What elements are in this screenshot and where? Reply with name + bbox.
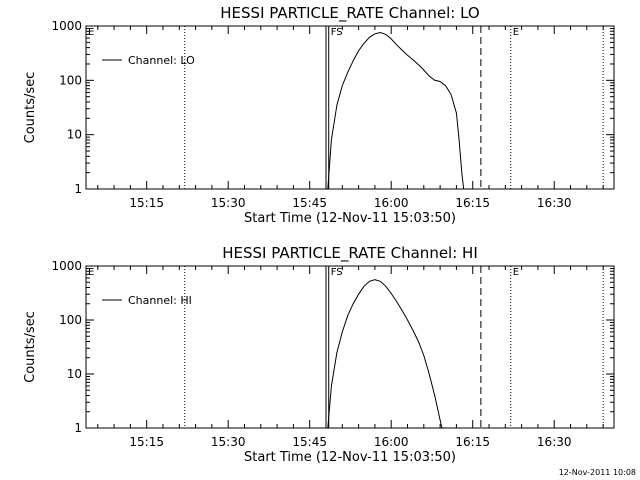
y-tick-label: 10	[67, 367, 82, 381]
plot-frame	[85, 25, 615, 190]
y-axis-label: Counts/sec	[23, 311, 38, 383]
marker-label: FS	[331, 267, 343, 278]
x-tick-label: 15:45	[292, 196, 327, 210]
x-tick-label: 16:00	[374, 435, 409, 449]
x-tick-label: 15:45	[292, 435, 327, 449]
x-tick-label: 16:30	[537, 435, 572, 449]
x-tick-label: 16:15	[455, 435, 490, 449]
y-axis-label: Counts/sec	[23, 72, 38, 144]
x-tick-label: 16:00	[374, 196, 409, 210]
x-axis-label: Start Time (12-Nov-11 15:03:50)	[244, 450, 456, 465]
plot-frame	[85, 265, 615, 429]
x-axis-label: Start Time (12-Nov-11 15:03:50)	[244, 211, 456, 226]
marker-label: E	[88, 267, 94, 278]
x-tick-label: 15:15	[129, 435, 164, 449]
marker-label: E	[513, 267, 519, 278]
y-tick-label: 1	[74, 182, 82, 196]
y-tick-label: 100	[59, 313, 82, 327]
chart-panel-hi: HESSI PARTICLE_RATE Channel: HI 15:15 15:3…	[23, 244, 615, 465]
y-tick-label: 100	[59, 73, 82, 87]
y-tick-label: 1000	[51, 19, 82, 33]
footer-timestamp: 12-Nov-2011 10:08	[559, 468, 636, 477]
marker-label: E	[88, 27, 94, 38]
y-tick-label: 1000	[51, 259, 82, 273]
y-tick-label: 10	[67, 128, 82, 142]
series-line	[327, 31, 465, 190]
marker-label: E	[513, 27, 519, 38]
x-tick-label: 16:15	[455, 196, 490, 210]
x-tick-label: 16:30	[537, 196, 572, 210]
legend-entry: Channel: HI	[128, 294, 192, 307]
chart-title: HESSI PARTICLE_RATE Channel: LO	[220, 4, 479, 23]
x-tick-label: 15:30	[211, 435, 246, 449]
x-tick-label: 15:30	[211, 196, 246, 210]
chart-title: HESSI PARTICLE_RATE Channel: HI	[222, 244, 478, 263]
marker-label: FS	[331, 27, 343, 38]
chart-panel-lo: HESSI PARTICLE_RATE Channel: LO 15:15 15:3…	[23, 4, 615, 226]
x-tick-label: 15:15	[129, 196, 164, 210]
legend-entry: Channel: LO	[128, 54, 195, 67]
series-line	[327, 279, 443, 429]
y-tick-label: 1	[74, 421, 82, 435]
